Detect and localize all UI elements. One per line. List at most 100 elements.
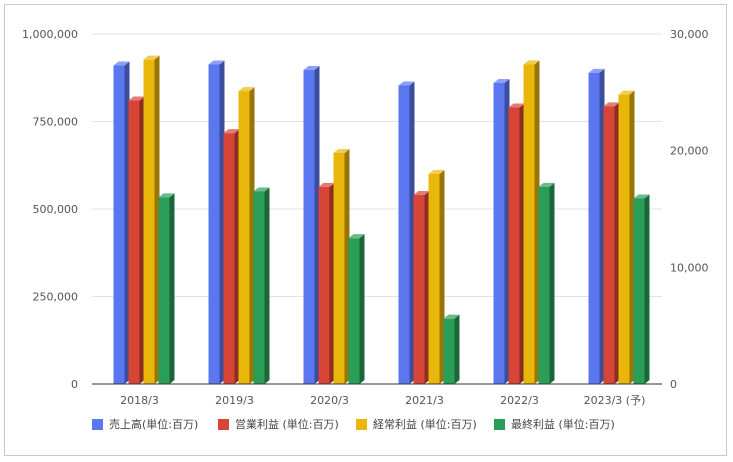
bar-face (603, 106, 615, 384)
legend-item: 経常利益 (単位:百万) (356, 417, 477, 431)
bar-side (409, 81, 415, 384)
bar-top (128, 96, 145, 101)
bar-5-1 (603, 102, 620, 384)
bar-5-3 (633, 194, 650, 384)
y-right-tick-label: 10,000 (670, 261, 709, 274)
bar-top (603, 102, 620, 107)
bar-face (588, 72, 600, 384)
bar-face (158, 197, 170, 384)
bar-5-0 (588, 68, 605, 384)
bar-side (629, 90, 635, 385)
bar-top (523, 60, 540, 65)
x-tick-label: 2021/3 (405, 394, 444, 407)
bar-face (398, 85, 410, 384)
bar-side (264, 187, 270, 384)
bar-side (359, 234, 365, 384)
legend-item: 売上高(単位:百万) (92, 417, 198, 431)
bar-side (644, 194, 650, 384)
x-tick-label: 2022/3 (500, 394, 539, 407)
bar-3-1 (413, 191, 430, 384)
bar-side (124, 61, 130, 384)
bar-side (234, 129, 240, 384)
bar-face (303, 70, 315, 385)
bar-top (113, 61, 130, 66)
bar-side (139, 96, 145, 384)
bar-side (519, 103, 525, 384)
y-left-tick-label: 750,000 (33, 116, 79, 129)
bar-top (633, 194, 650, 199)
bar-top (348, 234, 365, 239)
legend-item: 最終利益 (単位:百万) (494, 417, 615, 431)
bar-side (424, 191, 430, 384)
y-left-tick-label: 250,000 (33, 291, 79, 304)
bar-2-1 (318, 182, 335, 384)
legend-swatch (92, 419, 103, 430)
bar-face (253, 191, 265, 384)
bar-face (508, 107, 520, 384)
bar-1-1 (223, 129, 240, 384)
bar-top (618, 90, 635, 95)
bar-face (443, 318, 455, 384)
bar-face (618, 94, 630, 385)
y-right-tick-label: 30,000 (670, 28, 709, 41)
legend-swatch (494, 419, 505, 430)
bar-0-0 (113, 61, 130, 384)
bar-top (588, 68, 605, 73)
bar-top (508, 103, 525, 108)
bar-face (128, 100, 140, 384)
bar-3-2 (428, 170, 445, 384)
bar-top (538, 182, 555, 187)
bar-0-3 (158, 193, 175, 384)
bar-1-3 (253, 187, 270, 384)
bar-1-0 (208, 60, 225, 384)
bar-face (348, 238, 360, 384)
bar-side (249, 87, 255, 385)
bar-side (314, 66, 320, 385)
bar-face (333, 153, 345, 384)
bar-4-0 (493, 79, 510, 384)
bar-1-2 (238, 87, 255, 385)
bar-top (398, 81, 415, 86)
bar-3-0 (398, 81, 415, 384)
bar-top (143, 55, 160, 60)
bar-side (439, 170, 445, 384)
y-left-tick-label: 0 (71, 378, 78, 391)
x-tick-label: 2020/3 (310, 394, 349, 407)
x-tick-label: 2018/3 (120, 394, 159, 407)
legend: 売上高(単位:百万) 営業利益 (単位:百万) 経常利益 (単位:百万) 最終利益 (… (92, 417, 615, 431)
bar-0-1 (128, 96, 145, 384)
y-right-tick-label: 0 (670, 378, 677, 391)
bar-4-1 (508, 103, 525, 384)
bar-face (413, 195, 425, 384)
y-left-tick-label: 500,000 (33, 203, 79, 216)
bar-top (303, 66, 320, 71)
bar-top (223, 129, 240, 134)
bar-face (538, 186, 550, 384)
bar-side (154, 55, 160, 385)
bar-face (113, 65, 125, 384)
bar-2-2 (333, 149, 350, 384)
bar-2-3 (348, 234, 365, 384)
gridlines (92, 33, 662, 297)
bar-4-2 (523, 60, 540, 384)
bar-top (413, 191, 430, 195)
bar-face (318, 186, 330, 384)
bar-0-2 (143, 55, 160, 385)
bar-top (493, 79, 510, 83)
x-tick-label: 2023/3 (予) (584, 394, 646, 407)
legend-item: 営業利益 (単位:百万) (218, 417, 339, 431)
bar-top (253, 187, 270, 192)
bar-top (333, 149, 350, 153)
bar-face (493, 83, 505, 384)
bar-top (208, 60, 225, 65)
bar-face (143, 59, 155, 385)
bar-face (223, 133, 235, 384)
legend-label: 売上高(単位:百万) (109, 417, 198, 431)
bar-side (454, 314, 460, 384)
bar-side (169, 193, 175, 384)
y-right-tick-label: 20,000 (670, 145, 709, 158)
bar-top (443, 314, 460, 319)
bar-3-3 (443, 314, 460, 384)
legend-label: 営業利益 (単位:百万) (235, 417, 339, 431)
